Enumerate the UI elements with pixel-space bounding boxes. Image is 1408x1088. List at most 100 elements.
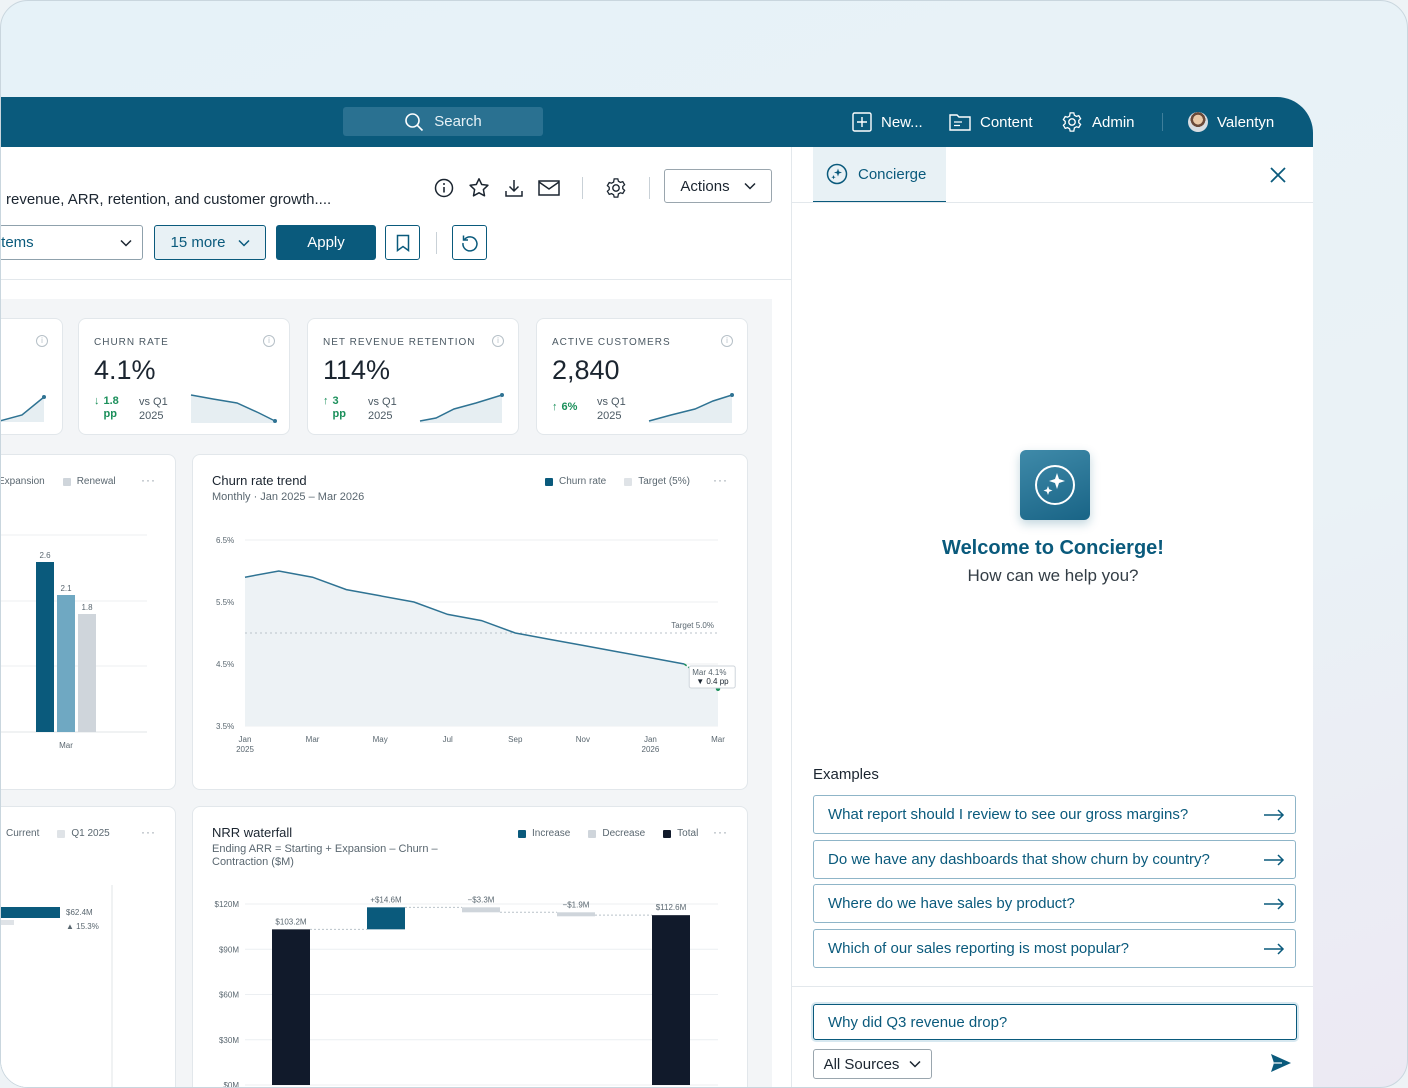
user-name: Valentyn xyxy=(1217,113,1275,131)
example-prompt[interactable]: Do we have any dashboards that show chur… xyxy=(813,840,1296,879)
admin-label: Admin xyxy=(1092,113,1135,131)
arrow-up-icon: ↑ xyxy=(323,395,329,407)
revenue-mix-card-partial: Expansion Renewal ··· 2.6 2.1 1.8 xyxy=(1,454,176,790)
kpi-compare-line1: vs Q1 xyxy=(597,396,626,408)
settings-button[interactable] xyxy=(605,177,627,199)
new-button[interactable]: New... xyxy=(852,97,923,147)
arrow-right-icon xyxy=(1264,942,1285,955)
x-tick-label: Mar xyxy=(59,741,73,750)
star-icon xyxy=(469,178,489,197)
legend-increase: Increase xyxy=(532,828,571,839)
x-tick-label: Jan xyxy=(644,735,657,744)
favorite-button[interactable] xyxy=(468,177,490,199)
examples-label: Examples xyxy=(813,766,879,783)
bar-2-6[interactable] xyxy=(36,562,54,732)
waterfall-bar[interactable] xyxy=(557,912,595,917)
bar-data-label: −$1.9M xyxy=(563,900,590,909)
more-options-button[interactable]: ··· xyxy=(713,825,728,839)
search-box[interactable]: Search xyxy=(343,107,543,136)
chart-legend: Churn rate Target (5%) xyxy=(545,476,690,487)
download-icon xyxy=(505,180,523,197)
kpi-value: 2,840 xyxy=(552,355,620,385)
kpi-value: 114% xyxy=(323,355,391,385)
y-tick-label: $60M xyxy=(219,991,239,1000)
kpi-compare-line2: 2025 xyxy=(139,410,164,422)
annotation-value: Mar 4.1% xyxy=(692,668,726,677)
legend-swatch xyxy=(663,829,672,838)
churn-area xyxy=(245,571,718,726)
bookmark-button[interactable] xyxy=(385,225,420,260)
y-tick-label: $90M xyxy=(219,945,239,954)
kpi-card-nrr[interactable]: NET REVENUE RETENTION i 114% ↑ 3 pp vs Q1… xyxy=(307,318,519,435)
filter-items-select[interactable]: Items xyxy=(1,225,143,260)
actions-dropdown[interactable]: Actions xyxy=(664,169,772,203)
send-icon[interactable] xyxy=(1270,1053,1292,1073)
kpi-card-churn[interactable]: CHURN RATE i 4.1% ↓ 1.8 pp vs Q1 2025 xyxy=(78,318,290,435)
info-button[interactable] xyxy=(433,177,455,199)
waterfall-bar[interactable] xyxy=(367,907,405,930)
chart-subtitle: Monthly · Jan 2025 – Mar 2026 xyxy=(212,491,365,503)
chevron-down-icon xyxy=(744,182,756,190)
more-options-button[interactable]: ··· xyxy=(141,473,156,487)
waterfall-bar[interactable] xyxy=(272,929,310,1085)
content-button[interactable]: Content xyxy=(949,97,1033,147)
arr-comparison-card-partial: Current Q1 2025 ··· $62.4M ▲ 15.3% xyxy=(1,806,176,1087)
legend-decrease: Decrease xyxy=(602,828,646,839)
apply-button[interactable]: Apply xyxy=(276,225,376,260)
annotation-box xyxy=(688,665,736,689)
y-tick-label: 6.5% xyxy=(216,536,234,545)
bar-q1-2025[interactable] xyxy=(1,920,14,925)
legend-swatch xyxy=(588,829,597,838)
bookmark-icon xyxy=(396,234,409,252)
target-label: Target 5.0% xyxy=(671,621,714,630)
value-label: $62.4M xyxy=(66,908,93,917)
waterfall-bar[interactable] xyxy=(652,915,690,1085)
sources-dropdown[interactable]: All Sources xyxy=(813,1049,932,1079)
toolbar-divider xyxy=(649,177,650,199)
kpi-label: NET REVENUE RETENTION xyxy=(323,337,476,348)
waterfall-bar[interactable] xyxy=(462,907,500,913)
bar-1-8[interactable] xyxy=(78,614,96,732)
close-icon[interactable] xyxy=(1268,165,1288,185)
kpi-card-customers[interactable]: ACTIVE CUSTOMERS i 2,840 ↑ 6% vs Q1 2025 xyxy=(536,318,748,435)
example-prompt[interactable]: Which of our sales reporting is most pop… xyxy=(813,929,1296,968)
example-prompt[interactable]: What report should I review to see our g… xyxy=(813,795,1296,834)
annotation-delta: ▼ 0.4 pp xyxy=(696,677,729,686)
info-icon[interactable]: i xyxy=(492,335,504,347)
tab-concierge[interactable]: Concierge xyxy=(813,147,946,203)
reset-button[interactable] xyxy=(452,225,487,260)
bar-2-1[interactable] xyxy=(57,595,75,732)
more-options-button[interactable]: ··· xyxy=(713,473,728,487)
info-icon[interactable]: i xyxy=(36,335,48,347)
arr-comparison-chart: $62.4M ▲ 15.3% xyxy=(1,885,113,1087)
bar-current[interactable] xyxy=(1,907,60,918)
kpi-compare: vs Q1 2025 xyxy=(368,395,408,423)
kpi-compare-line2: 2025 xyxy=(597,410,622,422)
question-input[interactable]: Why did Q3 revenue drop? xyxy=(813,1004,1297,1040)
kpi-delta-value: 6% xyxy=(561,401,578,413)
info-icon[interactable]: i xyxy=(721,335,733,347)
dashboard-canvas: i CHURN RATE i 4.1% ↓ 1.8 pp vs Q1 2025 xyxy=(1,299,772,1087)
actions-label: Actions xyxy=(680,177,730,195)
welcome-heading: Welcome to Concierge! xyxy=(942,537,1164,559)
arrow-right-icon xyxy=(1264,808,1285,821)
more-options-button[interactable]: ··· xyxy=(141,825,156,839)
x-tick-label: 2025 xyxy=(236,745,254,754)
arrow-right-icon xyxy=(1264,897,1285,910)
arrow-right-icon xyxy=(1264,853,1285,866)
nrr-waterfall-chart: $0M $30M $60M $90M $120M $103.2M +$14.6M −$3.3M… xyxy=(215,895,718,1087)
example-prompt[interactable]: Where do we have sales by product? xyxy=(813,884,1296,923)
filter-more-select[interactable]: 15 more xyxy=(154,225,266,260)
user-menu[interactable]: Valentyn xyxy=(1188,97,1274,147)
download-button[interactable] xyxy=(503,177,525,199)
filter-divider xyxy=(436,232,437,254)
legend-swatch xyxy=(62,477,71,486)
bar-label: 2.1 xyxy=(60,584,72,593)
content-label: Content xyxy=(980,113,1033,131)
admin-button[interactable]: Admin xyxy=(1061,97,1135,147)
email-button[interactable] xyxy=(538,177,560,199)
info-icon[interactable]: i xyxy=(263,335,275,347)
y-tick-label: 5.5% xyxy=(216,598,234,607)
legend-target: Target (5%) xyxy=(638,476,690,487)
